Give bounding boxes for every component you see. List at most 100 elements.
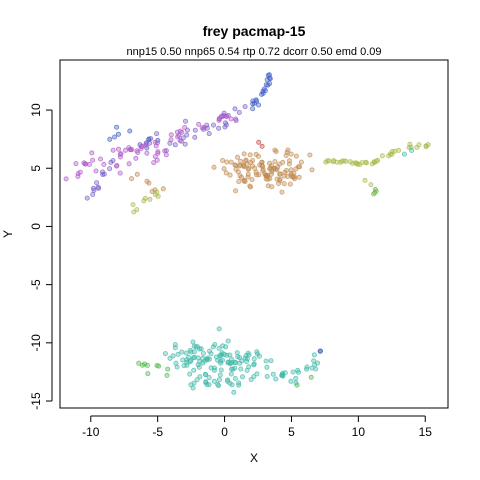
data-point <box>143 196 147 200</box>
data-point <box>254 152 258 156</box>
data-point <box>268 161 272 165</box>
data-point <box>261 91 265 95</box>
data-point <box>305 365 309 369</box>
data-point <box>87 162 91 166</box>
data-point <box>191 340 195 344</box>
data-point <box>212 366 216 370</box>
data-point <box>186 355 190 359</box>
data-point <box>173 343 177 347</box>
data-point <box>217 118 221 122</box>
data-point <box>212 165 216 169</box>
data-point <box>146 372 150 376</box>
data-point <box>246 175 250 179</box>
data-point <box>373 187 377 191</box>
data-point <box>85 196 89 200</box>
data-point <box>229 117 233 121</box>
data-point <box>108 137 112 141</box>
data-point <box>353 161 357 165</box>
data-point <box>83 162 87 166</box>
data-point <box>144 142 148 146</box>
data-point <box>240 375 244 379</box>
data-point <box>188 372 192 376</box>
data-point <box>165 373 169 377</box>
data-point <box>312 359 316 363</box>
data-point <box>134 156 138 160</box>
data-point <box>161 187 165 191</box>
data-point <box>240 359 244 363</box>
data-point <box>196 363 200 367</box>
data-point <box>183 119 187 123</box>
data-point <box>265 173 269 177</box>
data-point <box>91 158 95 162</box>
data-point <box>191 386 195 390</box>
data-point <box>219 353 223 357</box>
data-point <box>229 160 233 164</box>
data-point <box>237 179 241 183</box>
data-point <box>232 390 236 394</box>
x-tick-label: 15 <box>419 425 433 439</box>
data-point <box>216 382 220 386</box>
data-point <box>201 356 205 360</box>
data-point <box>288 182 292 186</box>
data-point <box>397 148 401 152</box>
data-point <box>95 181 99 185</box>
data-point <box>289 168 293 172</box>
data-point <box>424 145 428 149</box>
data-point <box>98 157 102 161</box>
data-point <box>116 147 120 151</box>
data-point <box>206 356 210 360</box>
y-tick-label: 10 <box>29 103 43 117</box>
y-tick-label: 0 <box>29 223 43 230</box>
data-point <box>269 359 273 363</box>
data-point <box>239 367 243 371</box>
data-point <box>257 140 261 144</box>
data-point <box>218 373 222 377</box>
data-point <box>271 372 275 376</box>
data-point <box>310 168 314 172</box>
data-point <box>260 144 264 148</box>
data-point <box>225 353 229 357</box>
data-point <box>244 159 248 163</box>
data-point <box>255 350 259 354</box>
data-point <box>166 367 170 371</box>
data-point <box>249 377 253 381</box>
data-point <box>228 173 232 177</box>
data-point <box>281 160 285 164</box>
data-point <box>251 164 255 168</box>
data-point <box>255 372 259 376</box>
chart-title: frey pacmap-15 <box>203 23 306 39</box>
x-axis: -10 -5 0 5 10 15 <box>82 416 432 439</box>
data-point <box>74 162 78 166</box>
data-point <box>318 349 322 353</box>
data-point <box>147 137 151 141</box>
data-point <box>410 148 414 152</box>
data-point <box>135 172 139 176</box>
data-point <box>90 151 94 155</box>
data-point <box>294 376 298 380</box>
data-point <box>234 189 238 193</box>
data-point <box>295 383 299 387</box>
data-point <box>113 135 117 139</box>
data-point <box>128 129 132 133</box>
data-point <box>338 160 342 164</box>
data-point <box>252 362 256 366</box>
data-point <box>185 133 189 137</box>
data-point <box>213 342 217 346</box>
data-point <box>238 174 242 178</box>
data-point <box>372 160 376 164</box>
data-point <box>358 163 362 167</box>
data-point <box>235 155 239 159</box>
data-point <box>248 184 252 188</box>
data-point <box>250 178 254 182</box>
data-point <box>265 365 269 369</box>
data-point <box>233 360 237 364</box>
y-axis: -15-10-50510 <box>29 103 52 410</box>
data-point <box>226 361 230 365</box>
x-tick-label: 10 <box>352 425 366 439</box>
data-point <box>287 162 291 166</box>
data-point <box>242 152 246 156</box>
data-point <box>173 143 177 147</box>
data-point <box>221 344 225 348</box>
data-point <box>243 105 247 109</box>
